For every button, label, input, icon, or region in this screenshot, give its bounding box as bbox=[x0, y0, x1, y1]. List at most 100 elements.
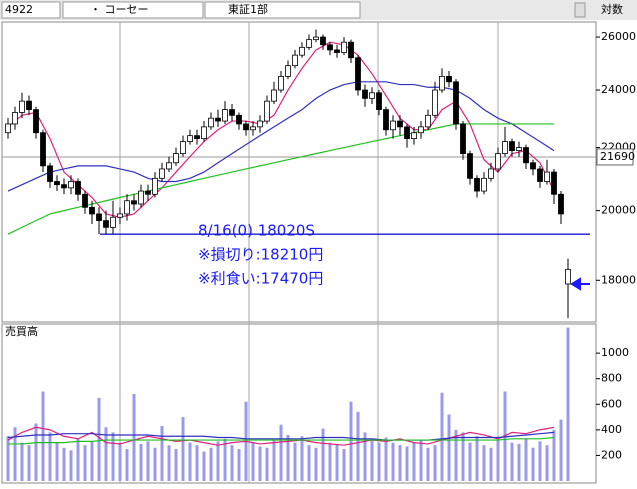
volume-bar bbox=[468, 442, 472, 481]
candle-body bbox=[89, 206, 95, 215]
volume-bar bbox=[328, 442, 332, 481]
volume-bar bbox=[13, 427, 17, 481]
button[interactable] bbox=[574, 2, 586, 18]
volume-bar bbox=[20, 442, 24, 481]
candle-body bbox=[285, 65, 291, 77]
candle-body bbox=[411, 132, 417, 140]
volume-bar bbox=[62, 447, 66, 481]
candle-body bbox=[54, 181, 60, 186]
volume-bar bbox=[454, 429, 458, 481]
candle-body bbox=[110, 216, 116, 228]
candle-body bbox=[117, 213, 123, 218]
price-panel bbox=[1, 21, 597, 323]
candle-body bbox=[82, 193, 88, 208]
volume-bar bbox=[265, 447, 269, 481]
candle-body bbox=[418, 126, 424, 134]
candle-body bbox=[292, 54, 298, 67]
volume-bar bbox=[202, 451, 206, 481]
candle-body bbox=[208, 117, 214, 128]
candle-body bbox=[467, 153, 473, 179]
moving-average bbox=[7, 41, 555, 218]
volume-bar bbox=[223, 438, 227, 481]
candle-body bbox=[229, 109, 235, 116]
candle-body bbox=[250, 126, 256, 131]
y-tick-label: 1000 bbox=[601, 346, 629, 359]
candle-body bbox=[124, 200, 130, 215]
candle-body bbox=[194, 135, 200, 140]
volume-bar bbox=[433, 445, 437, 481]
market: 東証1部 bbox=[228, 2, 268, 16]
volume-bar bbox=[419, 440, 423, 481]
volume-bar bbox=[377, 442, 381, 481]
volume-bar bbox=[181, 417, 185, 481]
candle-body bbox=[313, 36, 319, 41]
scale-mode[interactable]: 対数 bbox=[601, 2, 623, 16]
volume-bar bbox=[447, 414, 451, 481]
volume-bar bbox=[405, 446, 409, 481]
market-box[interactable] bbox=[204, 1, 361, 19]
candle-body bbox=[264, 100, 270, 122]
candle-body bbox=[138, 190, 144, 205]
volume-bar bbox=[552, 429, 556, 481]
stock-name: ・ コーセー bbox=[90, 3, 149, 16]
candle-body bbox=[306, 39, 312, 48]
volume-bar bbox=[111, 432, 115, 481]
candle-body bbox=[425, 114, 431, 128]
candle-body bbox=[376, 92, 382, 111]
candle-body bbox=[565, 268, 571, 285]
candle-body bbox=[502, 141, 508, 155]
candle-body bbox=[12, 112, 18, 125]
volume-bar bbox=[125, 449, 129, 481]
volume-bar bbox=[559, 419, 563, 481]
volume-bar bbox=[188, 442, 192, 481]
candle-body bbox=[68, 181, 74, 189]
volume-bar bbox=[391, 442, 395, 481]
y-tick-label: 20000 bbox=[601, 204, 636, 217]
volume-bar bbox=[132, 394, 136, 481]
candle-body bbox=[47, 165, 53, 182]
candle-body bbox=[460, 123, 466, 155]
volume-bar bbox=[412, 442, 416, 481]
candle-body bbox=[271, 89, 277, 102]
volume-bar bbox=[27, 445, 31, 481]
volume-bar bbox=[314, 447, 318, 481]
candle-body bbox=[537, 168, 543, 182]
candle-body bbox=[131, 200, 137, 205]
volume-bar bbox=[342, 449, 346, 481]
volume-bar bbox=[363, 432, 367, 481]
volume-bar bbox=[209, 447, 213, 481]
entry-arrow bbox=[570, 277, 590, 291]
candle-body bbox=[432, 89, 438, 116]
moving-average bbox=[8, 436, 555, 445]
volume-bar bbox=[475, 436, 479, 481]
candle-body bbox=[299, 46, 305, 56]
y-tick-label: 600 bbox=[601, 397, 622, 410]
volume-bar bbox=[300, 436, 304, 481]
candle-body bbox=[397, 120, 403, 128]
candle-body bbox=[320, 36, 326, 46]
annotation: ※利食い:17470円 bbox=[198, 270, 323, 288]
stock-code: 4922 bbox=[5, 3, 33, 16]
annotation: ※損切り:18210円 bbox=[198, 246, 323, 264]
code-box[interactable] bbox=[1, 1, 61, 19]
volume-bar bbox=[76, 438, 80, 481]
volume-bar bbox=[153, 447, 157, 481]
volume-bar bbox=[440, 392, 444, 481]
volume-bar bbox=[272, 440, 276, 481]
volume-bar bbox=[139, 443, 143, 481]
moving-average bbox=[7, 431, 555, 441]
volume-bar bbox=[69, 450, 73, 481]
y-tick-label: 24000 bbox=[601, 83, 636, 96]
y-tick-label: 400 bbox=[601, 423, 622, 436]
candle-body bbox=[355, 57, 361, 91]
moving-average bbox=[7, 81, 555, 192]
volume-panel bbox=[1, 323, 597, 484]
volume-bar bbox=[398, 445, 402, 481]
name-box[interactable] bbox=[62, 1, 204, 19]
volume-bar bbox=[489, 447, 493, 481]
candle-body bbox=[40, 132, 46, 167]
candle-body bbox=[348, 41, 354, 59]
volume-bar bbox=[167, 445, 171, 481]
volume-bar bbox=[293, 442, 297, 481]
